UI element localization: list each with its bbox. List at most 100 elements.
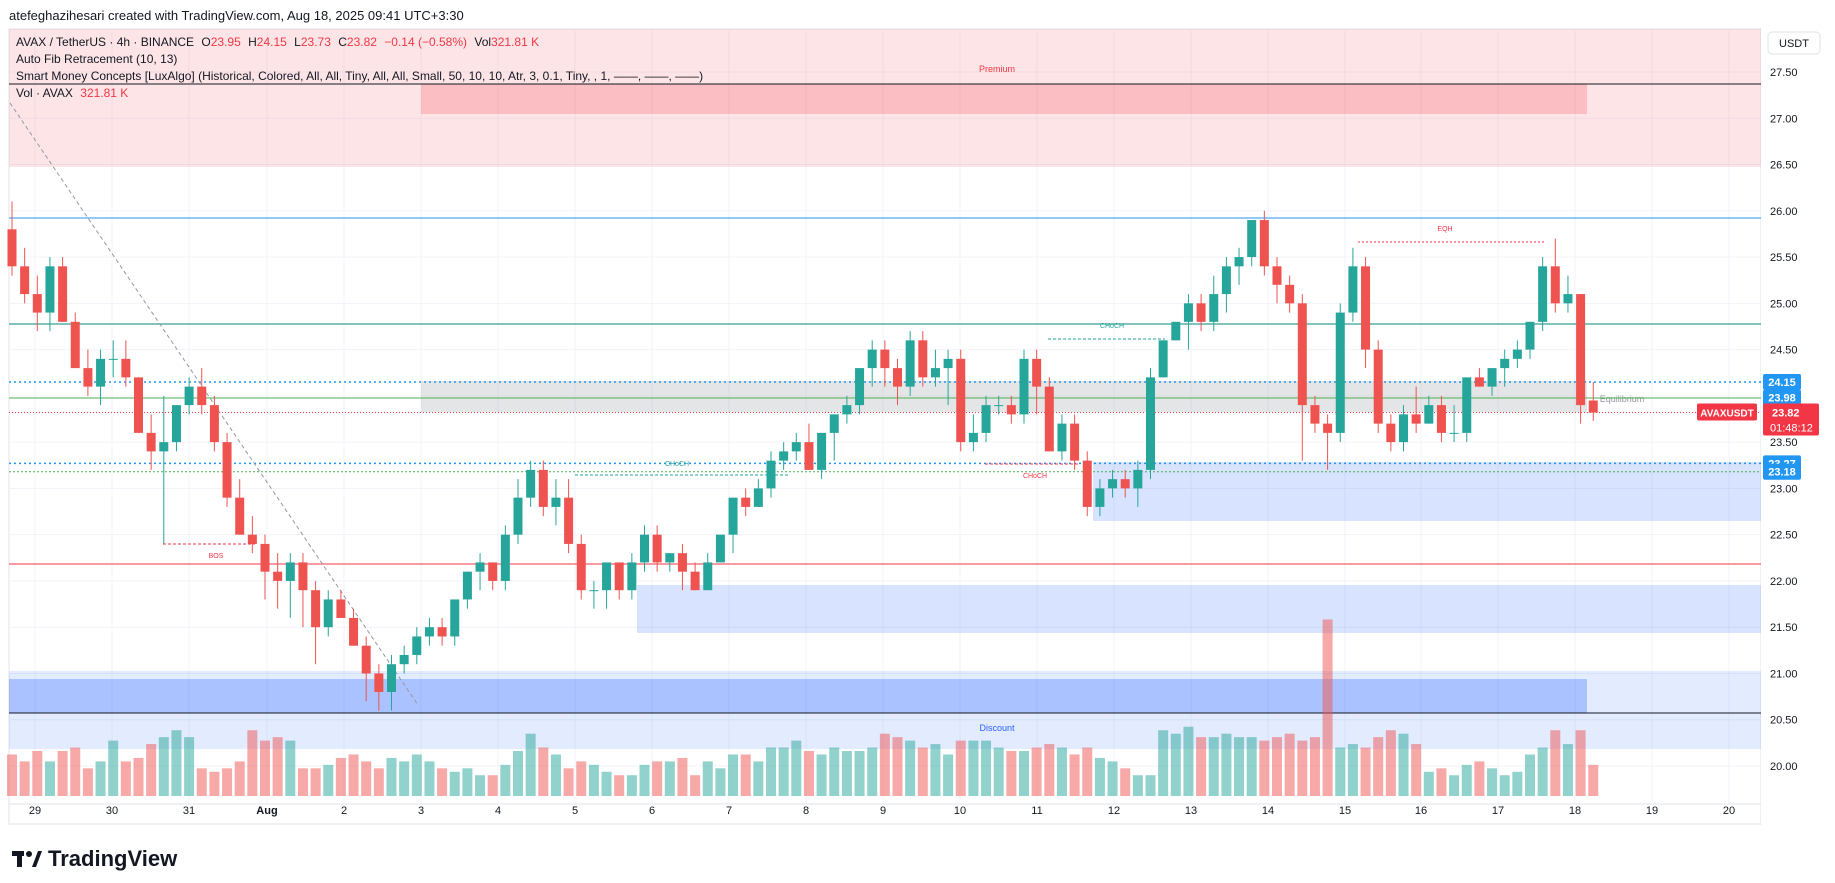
volume-bar: [1284, 733, 1295, 796]
candle-body: [374, 673, 384, 692]
price-tick: 20.00: [1770, 761, 1798, 773]
price-tick: 25.00: [1770, 298, 1798, 310]
time-tick: 7: [726, 805, 732, 817]
candle-body: [1044, 386, 1054, 452]
volume-bar: [222, 768, 233, 796]
candle-body: [526, 469, 536, 498]
symbol-name: AVAX / TetherUS · 4h · BINANCE: [16, 35, 195, 49]
volume-indicator-value: 321.81 K: [80, 86, 129, 100]
candle-body: [538, 469, 548, 507]
candle-body: [1487, 368, 1497, 387]
time-tick: 3: [418, 805, 424, 817]
candle-body: [1234, 257, 1244, 267]
candle-body: [1474, 377, 1484, 387]
price-tick: 26.00: [1770, 206, 1798, 218]
volume-bar: [475, 775, 486, 796]
time-tick: 14: [1262, 805, 1274, 817]
candle-body: [513, 497, 523, 535]
indicator-smc-legend[interactable]: Smart Money Concepts [LuxAlgo] (Historic…: [16, 69, 704, 83]
volume-label: Vol: [474, 35, 492, 49]
low-value: 23.73: [300, 35, 331, 49]
high-label: H: [248, 35, 257, 49]
volume-bar: [260, 740, 270, 796]
candle-body: [488, 562, 498, 581]
indicator-fib-legend[interactable]: Auto Fib Retracement (10, 13): [16, 52, 178, 66]
candle-body: [209, 405, 219, 443]
candle-body: [1323, 423, 1333, 433]
volume-bar: [95, 761, 106, 796]
price-tag-bg: [1763, 463, 1801, 480]
candle-body: [32, 294, 42, 313]
time-tick: 16: [1415, 805, 1427, 817]
current-price-tag-bg: [1763, 403, 1819, 436]
countdown: 01:48:12: [1770, 423, 1813, 435]
time-tick: 2: [341, 805, 347, 817]
time-tick: 8: [803, 805, 809, 817]
volume-bar: [19, 761, 30, 796]
candle-body: [943, 358, 953, 369]
candle-body: [399, 654, 409, 665]
volume-bar: [1423, 771, 1434, 796]
volume-bar: [1082, 747, 1093, 796]
volume-bar: [184, 737, 195, 796]
candle-body: [260, 543, 270, 572]
volume-bar: [550, 754, 561, 796]
volume-bar: [209, 771, 220, 796]
symbol-tag-bg: [1697, 403, 1757, 421]
volume-bar: [867, 747, 878, 796]
choch-label-2: CHoCH: [1100, 323, 1124, 330]
time-tick: Aug: [256, 805, 277, 817]
volume-bar: [1373, 737, 1384, 796]
eqh-label: EQH: [1437, 226, 1452, 233]
volume-bar: [1550, 730, 1561, 796]
volume-bar: [690, 775, 701, 796]
volume-bar: [373, 768, 384, 796]
close-label: C: [338, 35, 347, 49]
candle-body: [96, 358, 106, 387]
price-tag-bg: [1763, 373, 1801, 390]
discount-ob: [9, 679, 1587, 713]
time-tick: 20: [1723, 805, 1735, 817]
candle-body: [1297, 303, 1307, 406]
candle-body: [450, 599, 460, 637]
volume-bar: [1398, 733, 1409, 796]
candle-body: [1057, 423, 1067, 452]
volume-bar: [1588, 764, 1599, 796]
candle-body: [1070, 423, 1080, 461]
time-tick: 6: [649, 805, 655, 817]
volume-bar: [513, 751, 523, 796]
price-tick: 22.00: [1770, 576, 1798, 588]
volume-bar: [272, 737, 283, 796]
volume-bar: [108, 740, 119, 796]
volume-bar: [917, 747, 928, 796]
volume-bar: [1360, 747, 1371, 796]
price-tick: 21.50: [1770, 622, 1798, 634]
indicator-volume-legend[interactable]: Vol · AVAX 321.81 K: [16, 86, 128, 100]
structure-markers: BOS CHoCH CHoCH CHoCH EQH: [163, 226, 1545, 560]
volume-bar: [70, 747, 81, 796]
symbol-legend[interactable]: AVAX / TetherUS · 4h · BINANCE O23.95 H2…: [16, 35, 539, 49]
candle-body: [855, 368, 865, 406]
volume-bar: [1562, 744, 1573, 796]
candle-body: [1411, 414, 1421, 424]
volume-bar: [614, 775, 625, 796]
candle-body: [1108, 479, 1118, 489]
candle-body: [184, 386, 194, 406]
volume-bar: [930, 744, 941, 796]
candle-body: [1272, 266, 1282, 285]
candle-body: [665, 553, 675, 563]
volume-bar: [158, 737, 169, 796]
candle-body: [298, 562, 308, 591]
change-value: −0.14 (−0.58%): [384, 35, 468, 49]
candle-body: [728, 497, 738, 535]
volume-bar: [1525, 754, 1535, 796]
price-tag: 24.15: [1768, 377, 1796, 389]
volume-bar: [1132, 775, 1143, 796]
volume-bar: [1158, 730, 1169, 796]
candle-body: [500, 534, 510, 581]
candle-body: [753, 488, 763, 507]
volume-bar: [576, 761, 587, 796]
volume-bar: [323, 764, 334, 796]
candle-body: [1399, 414, 1408, 443]
